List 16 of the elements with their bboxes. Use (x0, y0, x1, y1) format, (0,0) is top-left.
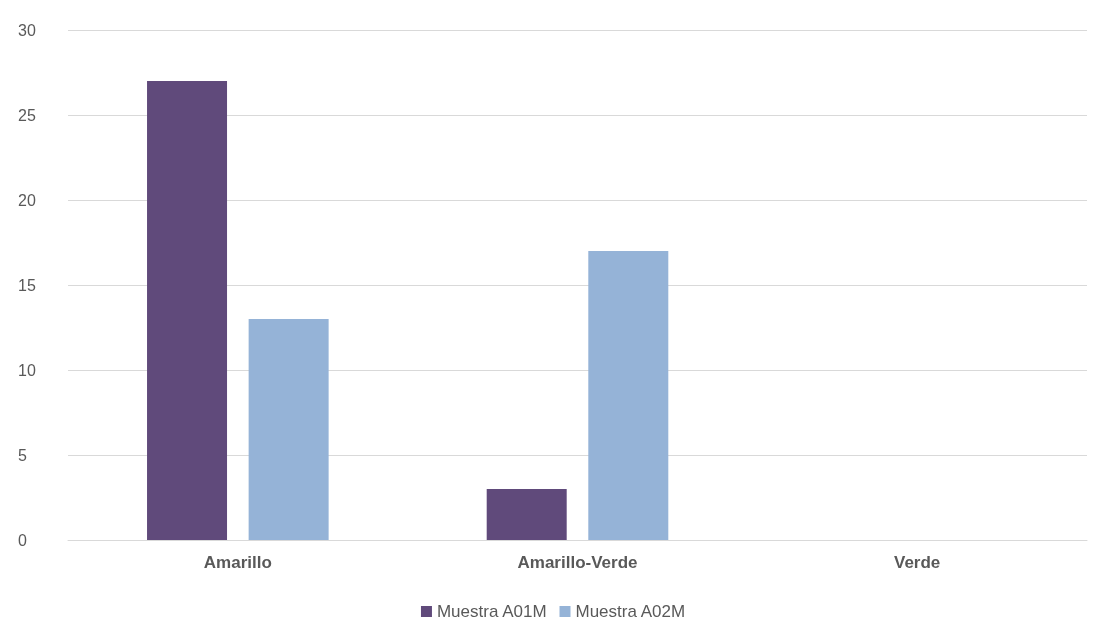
y-tick-label: 30 (18, 21, 36, 39)
y-tick-label: 15 (18, 276, 36, 294)
y-tick-label: 25 (18, 106, 36, 124)
x-tick-label: Verde (894, 553, 941, 572)
y-tick-label: 0 (18, 531, 27, 549)
x-tick-label: Amarillo-Verde (517, 553, 638, 572)
bar (248, 319, 329, 540)
bar (486, 489, 567, 540)
y-tick-label: 20 (18, 191, 36, 209)
y-tick-label: 5 (18, 446, 27, 464)
y-tick-label: 10 (18, 361, 36, 379)
bar (588, 251, 669, 540)
legend-label: Muestra A01M (436, 602, 547, 621)
bar (147, 81, 228, 540)
x-tick-label: Amarillo (203, 553, 272, 572)
legend-label: Muestra A02M (575, 602, 686, 621)
